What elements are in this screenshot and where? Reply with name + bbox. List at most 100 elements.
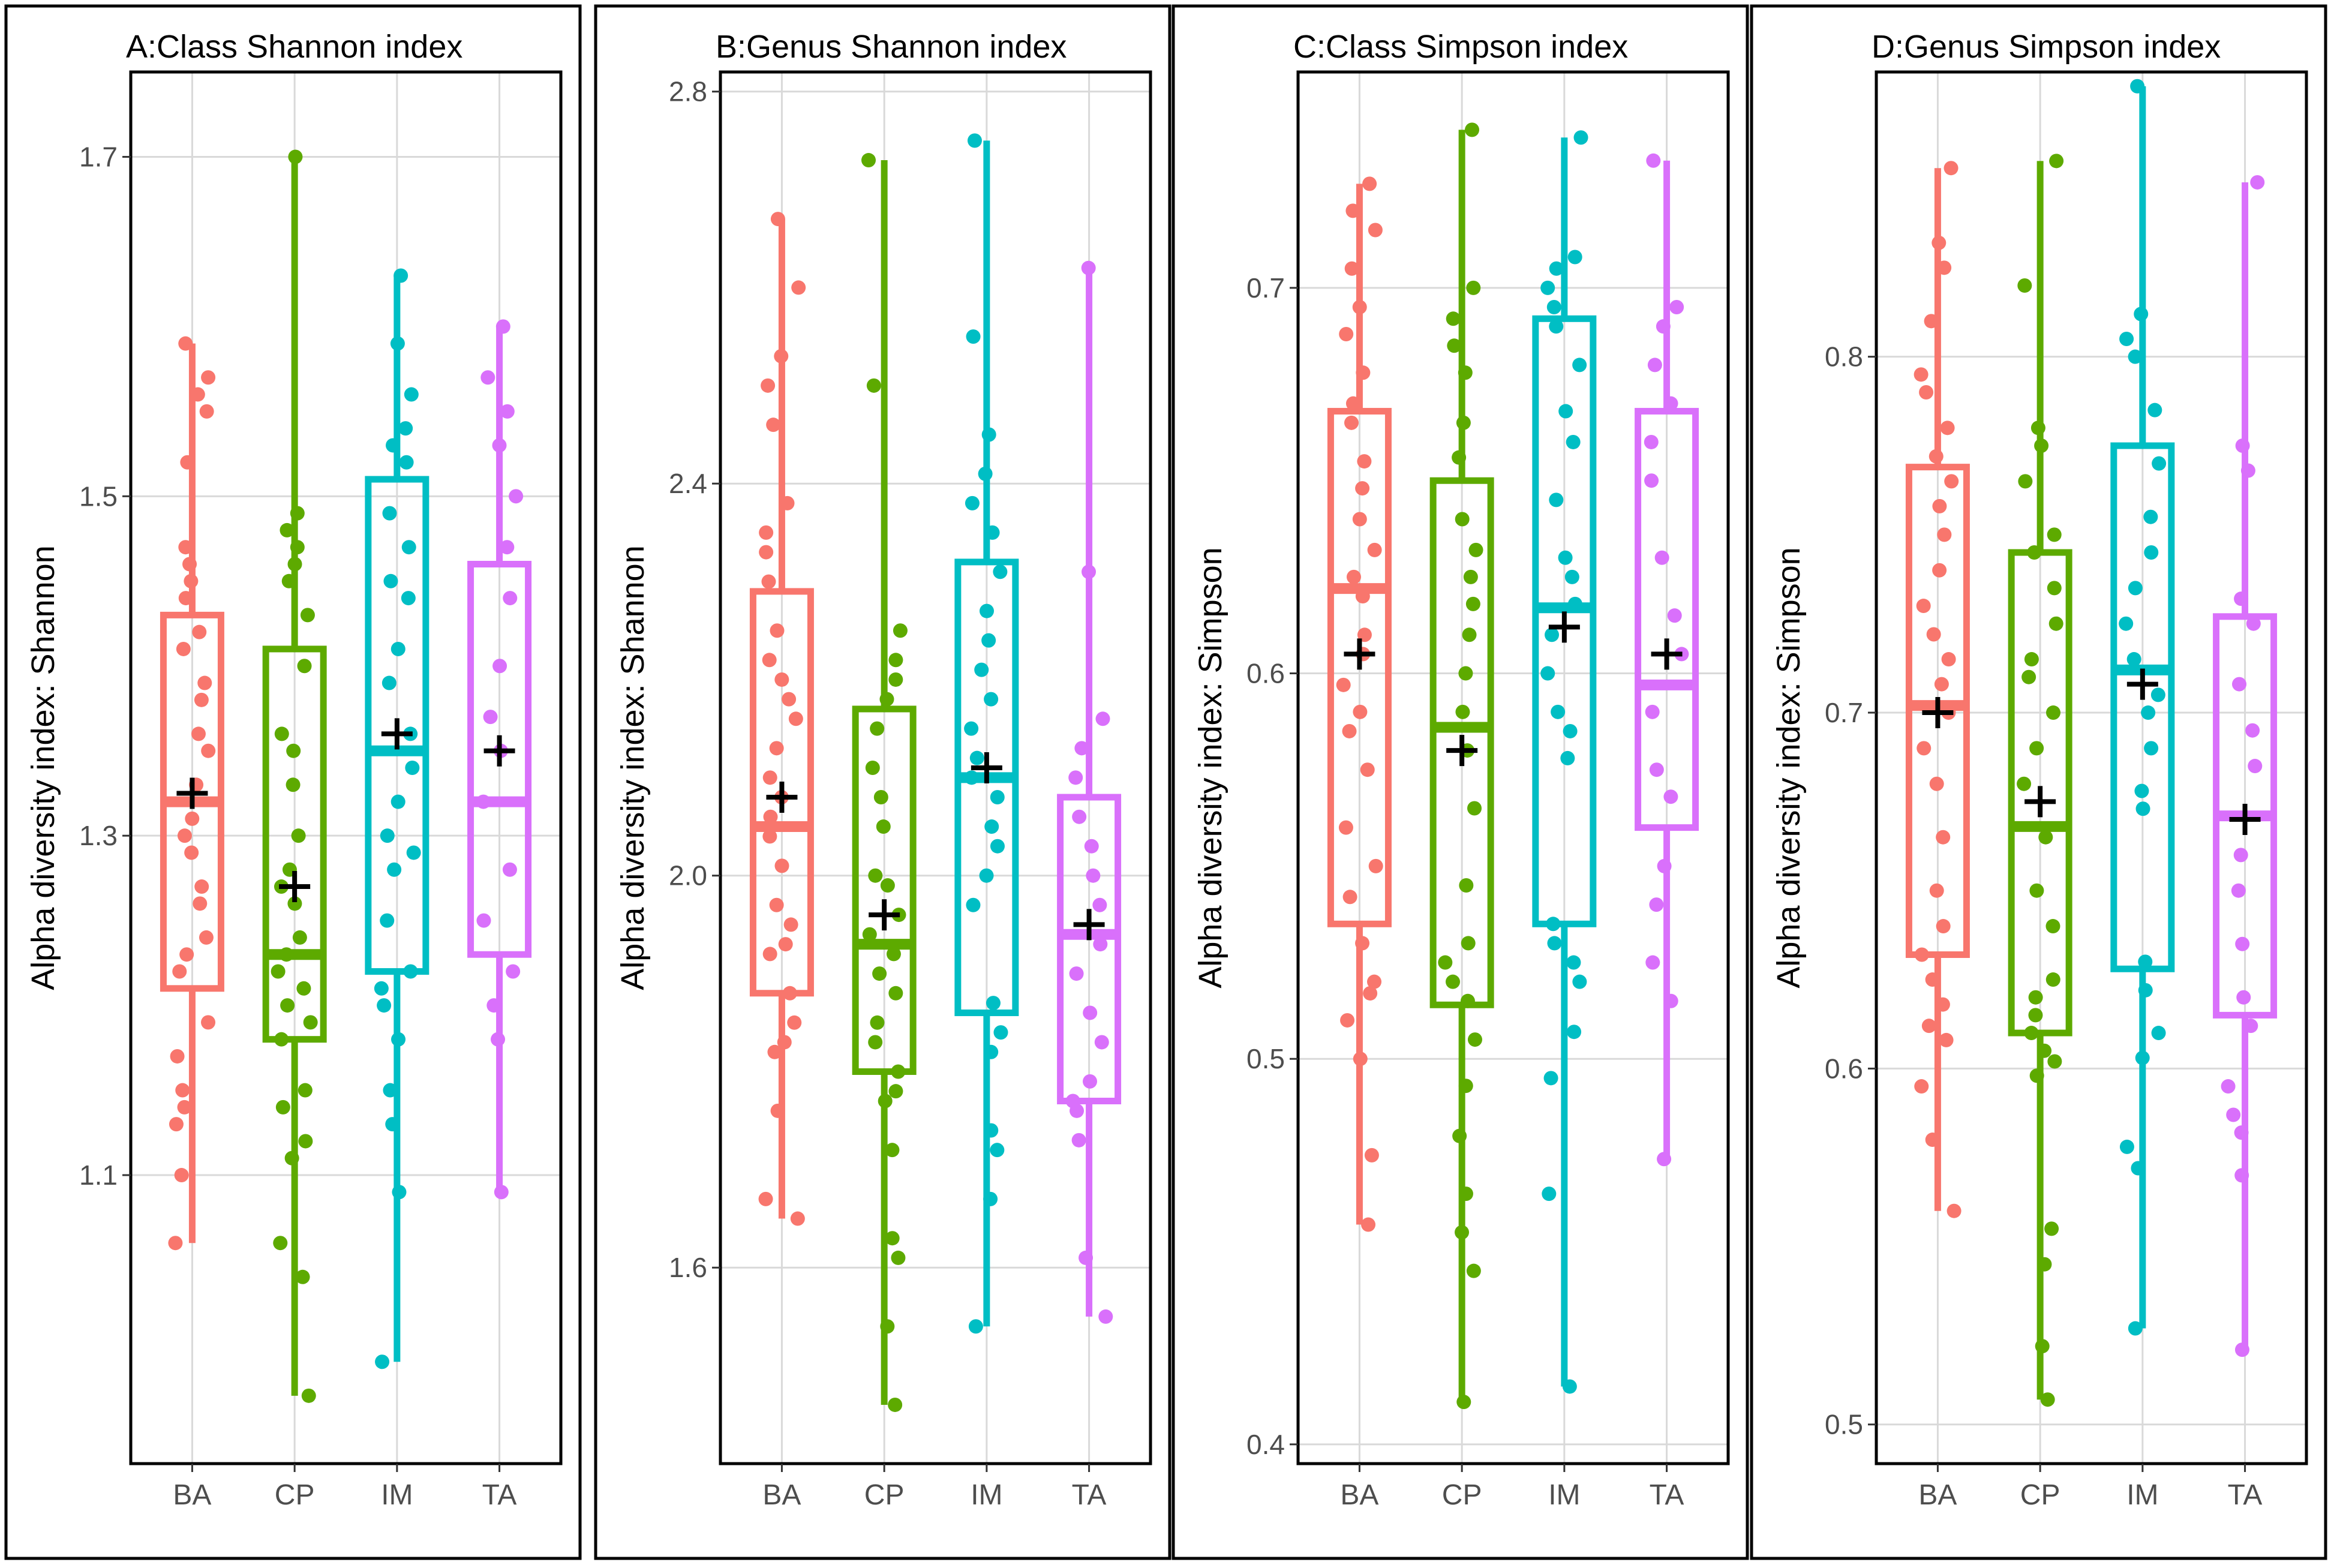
data-point [1929,449,1944,464]
data-point [888,986,903,1001]
data-point [990,839,1005,854]
data-point [291,828,306,843]
data-point [1445,974,1460,989]
y-tick-label: 0.5 [1825,1409,1863,1440]
box-cp [262,149,327,1403]
data-point [868,868,883,883]
data-point [292,930,307,945]
data-point [885,1143,900,1158]
data-point [761,574,776,589]
data-point [1669,300,1684,315]
data-point [2144,545,2159,560]
data-point [1932,235,1947,250]
data-point [769,741,784,756]
data-point [868,1035,883,1050]
data-point [1098,1309,1113,1324]
x-tick-label: CP [864,1479,905,1511]
data-point [286,777,301,792]
data-point [503,591,518,606]
data-point [974,662,989,677]
data-point [2027,545,2042,560]
data-point [780,495,795,510]
data-point [405,761,420,775]
data-point [1339,327,1354,342]
data-point [184,573,199,588]
data-point [2235,936,2250,951]
panel-frame [1750,4,2327,1560]
data-point [1357,454,1372,469]
data-point [287,557,302,572]
data-point [766,417,781,432]
data-point [984,1123,999,1138]
data-point [985,525,1000,540]
data-point [380,828,395,843]
data-point [1540,666,1555,681]
data-point [391,1032,406,1047]
data-point [168,1236,183,1251]
y-tick-label: 0.8 [1825,341,1863,373]
data-point [1081,260,1096,275]
data-point [1929,883,1944,898]
data-point [298,1083,313,1098]
box-im [1532,130,1597,1394]
data-point [990,1143,1005,1158]
data-point [891,1250,906,1265]
data-point [176,641,191,656]
data-point [1925,1133,1940,1148]
data-point [769,897,784,912]
data-point [1929,776,1944,791]
data-point [2029,883,2044,898]
data-point [382,675,396,690]
data-point [1549,492,1564,507]
data-point [201,1015,216,1030]
data-point [1939,1032,1954,1047]
data-point [386,438,401,453]
data-point [1074,741,1089,756]
data-point [2234,1125,2249,1140]
data-point [1438,955,1453,970]
data-point [495,319,510,334]
data-point [480,370,495,385]
x-tick-label: IM [381,1479,413,1511]
data-point [2226,1107,2241,1122]
data-point [2126,652,2141,667]
chart-title: C:Class Simpson index [1293,29,1628,65]
data-point [1353,704,1368,719]
data-point [1467,801,1482,816]
data-point [2028,990,2043,1005]
data-point [500,404,515,419]
data-point [2029,1068,2044,1083]
data-point [1352,300,1367,315]
data-point [880,878,895,893]
data-point [984,819,999,834]
data-point [180,455,195,470]
data-point [1467,1032,1482,1047]
box-im [365,268,429,1369]
data-point [201,370,216,385]
data-point [1657,858,1672,873]
data-point [1336,677,1351,692]
data-point [1645,955,1660,970]
data-point [1455,704,1470,719]
data-point [1914,367,1929,382]
data-point [1463,569,1478,584]
data-point [476,913,491,928]
y-axis-label: Alpha diversity index: Shannon [615,545,651,990]
data-point [1368,858,1383,873]
data-point [403,964,418,979]
data-point [2234,591,2249,606]
data-point [192,624,207,639]
data-point [767,1044,782,1059]
data-point [872,966,887,981]
data-point [1456,415,1471,430]
data-point [193,896,208,911]
data-point [1363,986,1378,1001]
box-ta [1057,260,1122,1324]
data-point [390,336,405,351]
data-point [274,726,289,741]
data-point [1345,203,1360,218]
data-point [281,573,296,588]
y-tick-label: 2.8 [669,76,707,107]
data-point [2144,741,2159,756]
data-point [2021,669,2036,684]
